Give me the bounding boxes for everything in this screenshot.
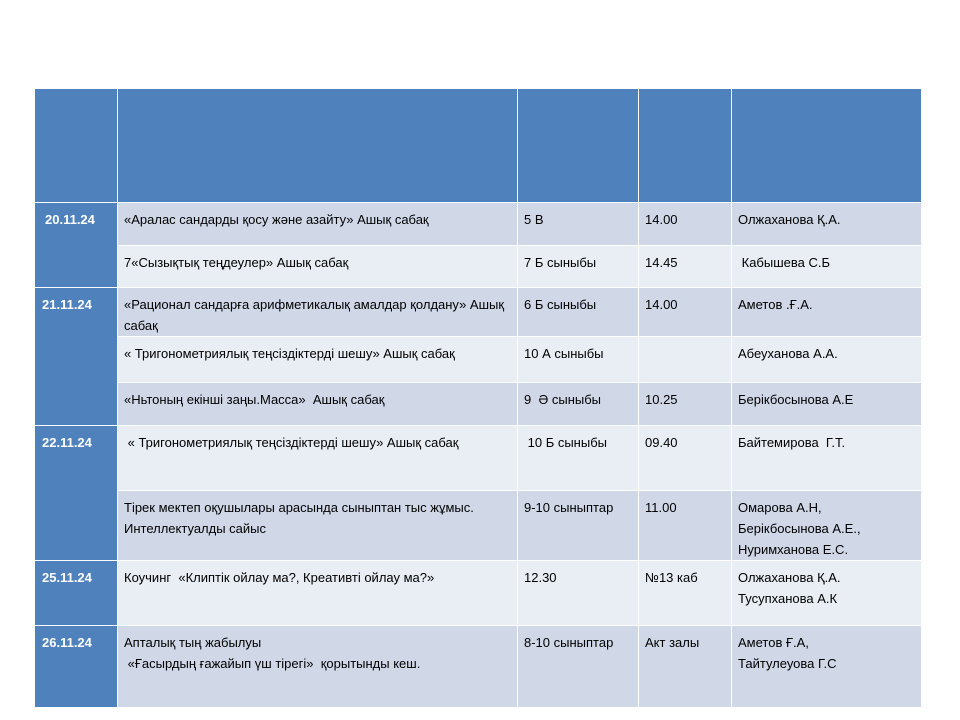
time-cell: 14.00: [638, 287, 732, 337]
table-row: 20.11.24 «Аралас сандарды қосу және азай…: [34, 202, 922, 288]
teacher-cell: Аметов .Ғ.А.: [731, 287, 922, 337]
class-cell: 9 Ә сыныбы: [517, 382, 639, 426]
table-row: 22.11.24 « Тригонометриялық теңсіздіктер…: [34, 425, 922, 561]
table-row: 21.11.24 «Рационал сандарға арифметикалы…: [34, 287, 922, 426]
topic-cell: « Тригонометриялық теңсіздіктерді шешу» …: [117, 425, 518, 491]
topic-cell: Тірек мектеп оқушылары арасында сыныптан…: [117, 490, 518, 561]
time-cell: 14.00: [638, 202, 732, 246]
teacher-cell: Берікбосынова А.Е: [731, 382, 922, 426]
class-cell: 9-10 сыныптар: [517, 490, 639, 561]
table-row: «Ньтоның екінші заңы.Масса» Ашық сабақ 9…: [35, 382, 922, 426]
date-cell: 20.11.24: [34, 202, 118, 288]
teacher-cell: Омарова А.Н, Берікбосынова А.Е., Нуримха…: [731, 490, 922, 561]
time-cell: 11.00: [638, 490, 732, 561]
topic-cell: Коучинг «Клиптік ойлау ма?, Креативті ой…: [117, 560, 518, 626]
table-row: 25.11.24 Коучинг «Клиптік ойлау ма?, Кре…: [34, 560, 922, 626]
topic-cell: «Аралас сандарды қосу және азайту» Ашық …: [117, 202, 518, 246]
time-cell: 14.45: [638, 245, 732, 288]
date-cell: 22.11.24: [34, 425, 118, 561]
date-cell: 25.11.24: [34, 560, 118, 626]
topic-cell: « Тригонометриялық теңсіздіктерді шешу» …: [117, 336, 518, 383]
time-cell: 09.40: [638, 425, 732, 491]
time-cell: №13 каб: [638, 560, 732, 626]
header-cell: [34, 88, 118, 203]
topic-cell: «Рационал сандарға арифметикалық амалдар…: [117, 287, 518, 337]
table-row: « Тригонометриялық теңсіздіктерді шешу» …: [35, 336, 922, 383]
teacher-cell: Олжаханова Қ.А. Тусупханова А.К: [731, 560, 922, 626]
time-cell: [638, 336, 732, 383]
teacher-cell: Абеуханова А.А.: [731, 336, 922, 383]
topic-cell: Апталық тың жабылуы «Ғасырдың ғажайып үш…: [117, 625, 518, 708]
class-cell: 10 Б сыныбы: [517, 425, 639, 491]
table-row: 7«Сызықтық теңдеулер» Ашық сабақ 7 Б сын…: [35, 245, 922, 288]
table-row: 26.11.24 Апталық тың жабылуы «Ғасырдың ғ…: [34, 625, 922, 708]
teacher-cell: Кабышева С.Б: [731, 245, 922, 288]
time-cell: 10.25: [638, 382, 732, 426]
class-cell: 6 Б сыныбы: [517, 287, 639, 337]
class-cell: 5 В: [517, 202, 639, 246]
header-cell: [638, 88, 732, 203]
teacher-cell: Байтемирова Г.Т.: [731, 425, 922, 491]
teacher-cell: Олжаханова Қ.А.: [731, 202, 922, 246]
topic-cell: 7«Сызықтық теңдеулер» Ашық сабақ: [117, 245, 518, 288]
class-cell: 12.30: [517, 560, 639, 626]
teacher-cell: Аметов Ғ.А, Тайтулеуова Г.С: [731, 625, 922, 708]
topic-cell: «Ньтоның екінші заңы.Масса» Ашық сабақ: [117, 382, 518, 426]
header-cell: [517, 88, 639, 203]
header-cell: [731, 88, 922, 203]
date-cell: 21.11.24: [34, 287, 118, 426]
class-cell: 10 А сыныбы: [517, 336, 639, 383]
schedule-table: 20.11.24 «Аралас сандарды қосу және азай…: [34, 88, 922, 708]
header-row: [34, 88, 922, 203]
class-cell: 8-10 сыныптар: [517, 625, 639, 708]
time-cell: Акт залы: [638, 625, 732, 708]
table-row: Тірек мектеп оқушылары арасында сыныптан…: [35, 490, 922, 561]
header-cell: [117, 88, 518, 203]
class-cell: 7 Б сыныбы: [517, 245, 639, 288]
date-cell: 26.11.24: [34, 625, 118, 708]
